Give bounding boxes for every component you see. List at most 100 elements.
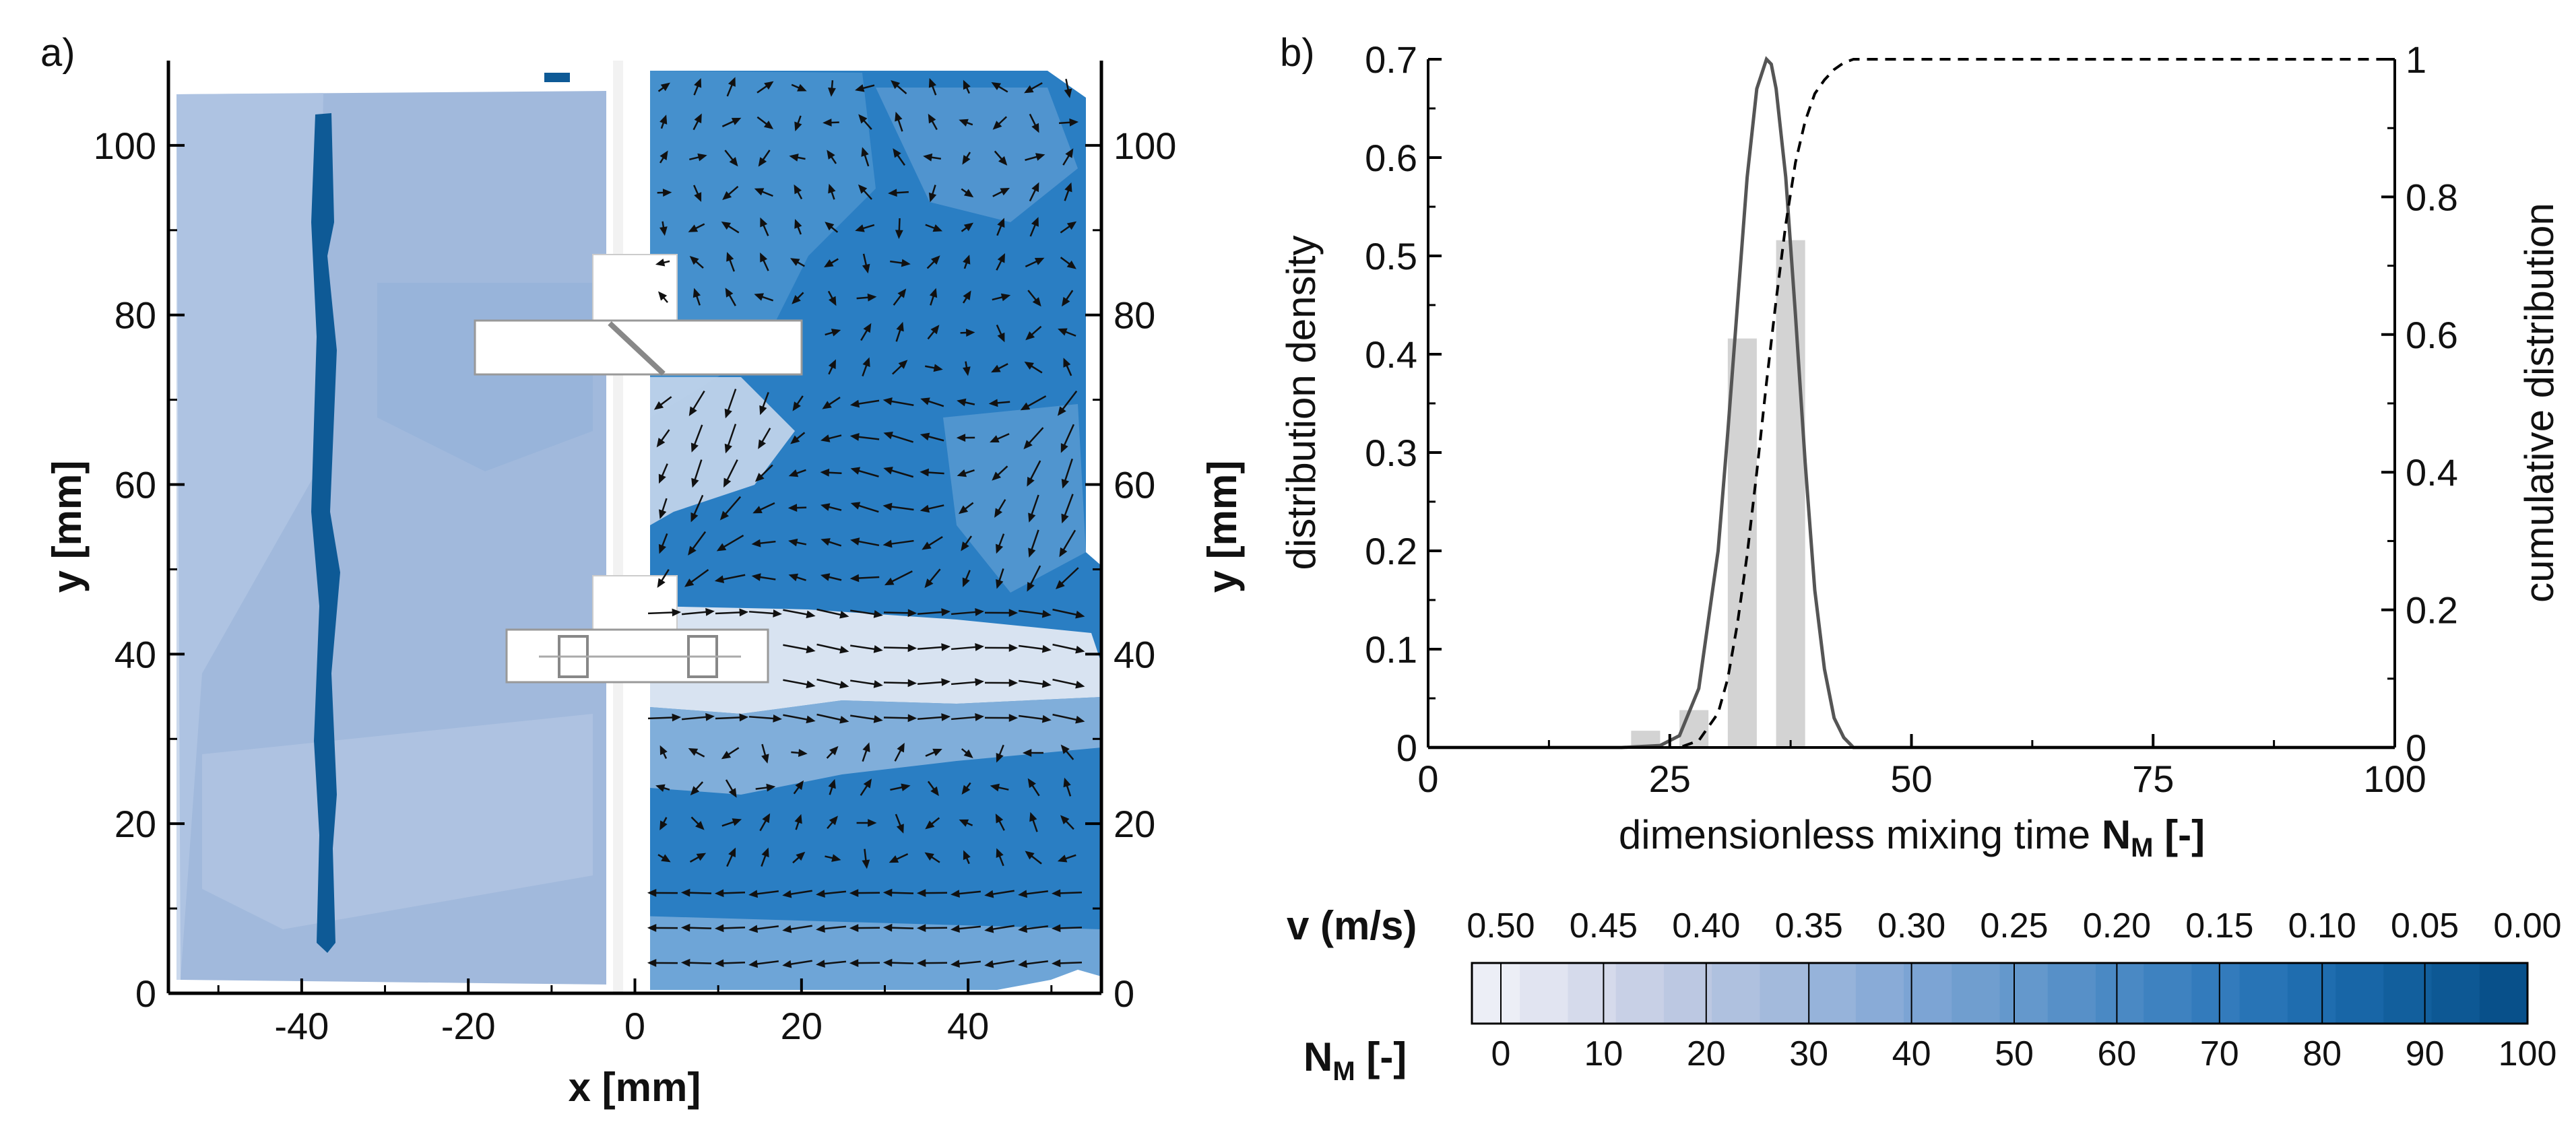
vector-head — [1057, 855, 1068, 863]
vector-head — [883, 467, 893, 475]
vector-head — [827, 149, 835, 160]
vector-head — [1061, 296, 1070, 307]
vector-head — [724, 408, 732, 419]
vector-head — [658, 473, 666, 484]
vector-head — [849, 432, 860, 441]
vector-head — [1075, 645, 1085, 654]
vector-head — [1024, 361, 1034, 370]
vector-head — [647, 888, 657, 897]
vector-head — [724, 443, 732, 454]
colorbar-swatch — [2383, 963, 2433, 1024]
vector-head — [941, 643, 951, 651]
vector-head — [782, 925, 792, 933]
b-x-axis-label-symbol: N — [2102, 812, 2131, 857]
vector-head — [1018, 960, 1028, 968]
a-y-tick-label: 0 — [135, 972, 156, 1015]
vector-head — [794, 121, 802, 131]
colorbar-nm-label-tail: [-] — [1355, 1034, 1407, 1079]
vector-head — [839, 610, 849, 619]
vector-head — [997, 218, 1005, 228]
vector-head — [1063, 777, 1071, 788]
vector-head — [916, 924, 926, 933]
vector-head — [928, 113, 936, 124]
vector-head — [672, 713, 682, 722]
vector-head — [758, 157, 767, 167]
vector-head — [1051, 959, 1061, 968]
vector-head — [850, 537, 860, 545]
vector-head — [787, 504, 798, 512]
b-y-tick-label-right: 0.2 — [2406, 589, 2458, 632]
right-wall-strip — [1086, 98, 1101, 552]
a-y-axis-label-right: y [mm] — [1200, 461, 1245, 593]
vector-head — [693, 288, 701, 298]
vector-head — [862, 263, 870, 274]
vector-head — [951, 960, 960, 968]
b-y-axis-label: distribution density — [1279, 236, 1324, 570]
vector-head — [758, 439, 766, 449]
vector-head — [831, 854, 841, 862]
vector-head — [928, 77, 936, 88]
vector-head — [714, 924, 724, 933]
b-x-tick-label: 25 — [1649, 758, 1691, 800]
vector-head — [916, 889, 926, 898]
vector-head — [1041, 609, 1052, 618]
vector-head — [996, 543, 1004, 554]
vector-head — [760, 217, 768, 228]
vector-head — [794, 813, 802, 824]
vector-head — [963, 79, 971, 90]
vector-head — [897, 288, 907, 298]
vector-head — [930, 325, 940, 335]
vector-head — [773, 714, 783, 723]
b-y-tick-label-right: 0.6 — [2406, 314, 2458, 356]
vector-head — [888, 189, 897, 197]
vector-head — [839, 680, 849, 689]
vector-head — [901, 783, 911, 792]
vector-head — [932, 224, 943, 232]
vector-head — [688, 406, 697, 417]
a-y-tick-label-right: 80 — [1114, 294, 1155, 337]
jet-band-halo — [650, 697, 1101, 795]
vector-head — [907, 609, 917, 618]
vector-head — [882, 539, 893, 548]
shaft — [606, 61, 650, 993]
vector-head — [896, 321, 904, 332]
bottom-wall-fragment — [997, 970, 1101, 993]
vector-head — [862, 742, 870, 752]
vector-head — [1057, 406, 1066, 416]
right-field-mid-2 — [876, 88, 1078, 222]
vector-head — [1051, 924, 1061, 933]
b-y-axis-label-right: cumulative distribution — [2517, 203, 2562, 603]
a-x-tick-label: -40 — [274, 1005, 329, 1047]
vector-head — [828, 183, 836, 194]
vector-head — [688, 545, 697, 556]
a-y-tick-label: 40 — [115, 633, 156, 675]
vector-head — [719, 510, 730, 521]
b-y-tick-label-right: 1 — [2406, 38, 2426, 81]
vector-head — [658, 543, 666, 554]
colorbar-v-tick: 0.15 — [2185, 906, 2253, 945]
vector-head — [829, 815, 838, 826]
panel-a-label: a) — [40, 31, 75, 75]
colorbar-swatch — [2047, 963, 2096, 1024]
colorbar-v-tick: 0.20 — [2083, 906, 2151, 945]
vector-head — [997, 253, 1005, 263]
vector-head — [788, 469, 799, 477]
vector-head — [855, 224, 865, 232]
vector-head — [796, 851, 806, 861]
panel-a-axes: -40 -20 0 20 40 0 0 20 20 40 40 60 60 80 80 100 100 — [94, 61, 1176, 1047]
vector-head — [930, 255, 940, 265]
colorbar-nm-label: NM [-] — [1303, 1034, 1407, 1086]
colorbar-nm-tick: 60 — [2097, 1034, 2136, 1073]
vector-head — [762, 813, 771, 824]
vector-head — [984, 925, 994, 933]
vector-head — [1031, 123, 1039, 133]
vector-head — [1028, 547, 1036, 558]
vector-head — [705, 607, 715, 616]
vector-head — [828, 359, 836, 370]
vector-head — [1064, 88, 1072, 98]
vector-head — [997, 332, 1005, 343]
vector-head — [806, 645, 816, 654]
vector-head — [721, 751, 732, 760]
vector-head — [951, 925, 960, 933]
